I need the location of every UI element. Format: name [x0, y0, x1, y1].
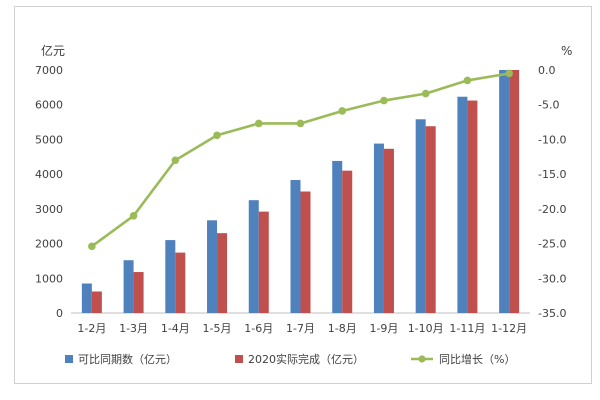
bar-comparable [207, 220, 218, 313]
bar-actual [258, 211, 269, 313]
growth-point [213, 131, 221, 140]
left-tick-label: 3000 [35, 203, 63, 216]
bar-comparable [499, 70, 510, 313]
bar-comparable [81, 283, 92, 313]
bar-actual [383, 148, 394, 313]
growth-point [421, 89, 430, 98]
bar-comparable [290, 180, 301, 313]
category-label: 1-5月 [203, 322, 232, 335]
right-tick-label: -10.0 [538, 133, 566, 146]
left-tick-label: 5000 [35, 133, 63, 146]
left-tick-label: 1000 [35, 272, 63, 285]
category-label: 1-3月 [119, 322, 148, 335]
growth-point [463, 76, 472, 85]
left-tick-label: 6000 [35, 99, 63, 112]
bar-actual [217, 233, 228, 313]
growth-point [338, 107, 347, 115]
category-label: 1-11月 [449, 322, 485, 335]
legend-marker [418, 355, 426, 363]
legend-swatch [235, 355, 243, 363]
bar-actual [425, 126, 436, 313]
category-label: 1-9月 [369, 322, 398, 335]
chart-frame: 亿元 % 0 1000 2000 3000 4000 5000 6000 7000 0.0 -5.… [14, 6, 592, 384]
left-tick-label: 4000 [35, 168, 63, 181]
left-tick-label: 0 [56, 307, 63, 320]
bar-comparable [332, 160, 343, 313]
bar-actual [300, 191, 311, 313]
left-axis-unit: 亿元 [41, 43, 65, 58]
growth-point [88, 242, 96, 251]
bar-actual [342, 170, 353, 313]
growth-point [129, 212, 138, 220]
right-tick-label: -25.0 [538, 238, 566, 251]
bar-comparable [165, 240, 176, 313]
right-tick-label: -35.0 [538, 307, 566, 320]
bar-actual [133, 272, 144, 313]
category-label: 1-6月 [244, 322, 273, 335]
bar-comparable [457, 96, 468, 313]
category-label: 1-7月 [286, 322, 315, 335]
bar-actual [509, 70, 520, 313]
right-tick-label: -15.0 [538, 168, 566, 181]
right-tick-label: -30.0 [538, 272, 566, 285]
growth-point [296, 119, 305, 128]
bar-actual [91, 291, 102, 313]
legend-label: 同比增长（%） [439, 352, 515, 366]
bar-comparable [415, 119, 426, 314]
right-tick-label: -5.0 [538, 99, 559, 112]
bar-actual [175, 252, 186, 313]
category-label: 1-12月 [491, 322, 527, 335]
bar-comparable [123, 260, 134, 313]
growth-point [254, 119, 263, 128]
category-label: 1-4月 [161, 322, 190, 335]
left-tick-label: 2000 [35, 238, 63, 251]
growth-point [505, 69, 513, 78]
legend-label: 可比同期数（亿元） [78, 353, 177, 366]
right-axis-unit: % [561, 44, 572, 58]
growth-point [380, 96, 388, 105]
combo-chart: 亿元 % 0 1000 2000 3000 4000 5000 6000 7000 0.0 -5.… [35, 43, 572, 366]
chart-layer: 0 1000 2000 3000 4000 5000 6000 7000 0.0 -5.0 -10.… [35, 64, 566, 366]
bar-comparable [248, 200, 259, 313]
right-tick-label: -20.0 [538, 203, 566, 216]
category-label: 1-2月 [77, 322, 106, 335]
category-label: 1-10月 [408, 322, 444, 335]
legend-label: 2020实际完成（亿元） [248, 352, 364, 366]
category-label: 1-8月 [328, 322, 357, 335]
growth-point [171, 156, 180, 165]
bar-actual [467, 100, 478, 313]
right-tick-label: 0.0 [538, 64, 556, 77]
legend-swatch [65, 355, 73, 363]
left-tick-label: 7000 [35, 64, 63, 77]
bar-comparable [373, 143, 384, 313]
